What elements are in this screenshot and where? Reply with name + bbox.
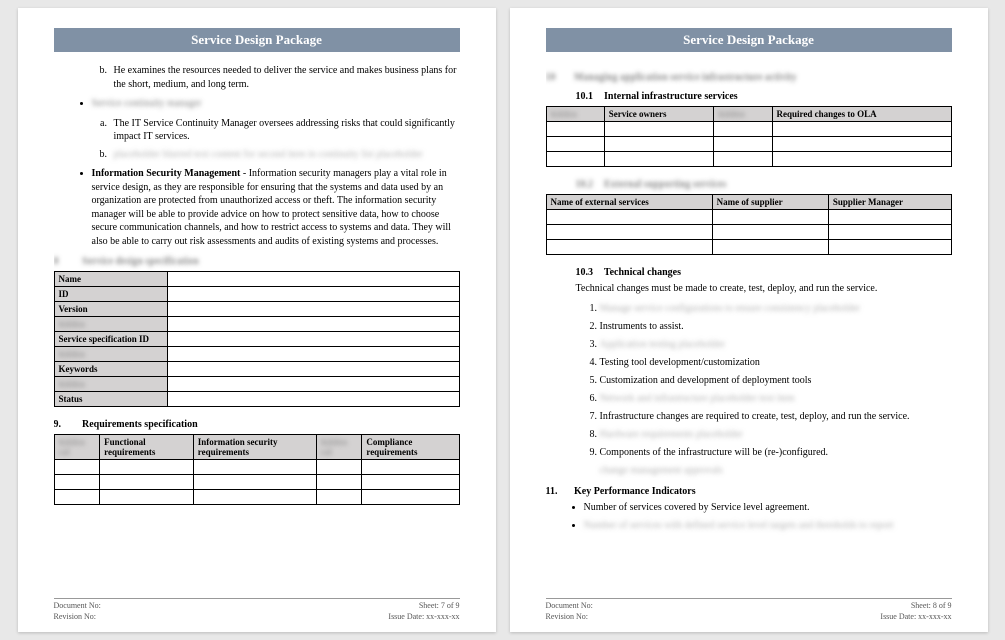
req-row [54, 475, 459, 490]
sec11-num: 11. [546, 486, 572, 497]
req-header-cell: Compliance requirements [362, 435, 459, 460]
bullet-blur: Service continuity manager [54, 97, 460, 111]
infra-header-row: hiddenService ownershiddenRequired chang… [546, 107, 951, 122]
ism-title: Information Security Management [92, 168, 241, 179]
infra-header-cell: Required changes to OLA [772, 107, 951, 122]
spec-row: Name [54, 272, 459, 287]
sec-10-2-heading: 10.2 External supporting services [546, 179, 952, 190]
page-footer: Document No: Revision No: Sheet: 7 of 9 … [54, 598, 460, 622]
infra-row [546, 152, 951, 167]
spec-table-body: NameIDVersionhiddenService specification… [54, 272, 459, 407]
sec-9-heading: 9. Requirements specification [54, 419, 460, 430]
sec10-3-intro: Technical changes must be made to create… [546, 282, 952, 296]
footer-revno: Revision No: [54, 612, 101, 622]
infra-header-cell: hidden [546, 107, 604, 122]
tech-item: Testing tool development/customization [600, 356, 952, 370]
sec10-3-title: Technical changes [604, 267, 681, 278]
ext-header-cell: Name of supplier [712, 195, 828, 210]
ism-item: Information Security Management - Inform… [92, 167, 460, 248]
item-a2: The IT Service Continuity Manager overse… [110, 117, 460, 144]
spec-table: NameIDVersionhiddenService specification… [54, 271, 460, 407]
list-top: He examines the resources needed to deli… [54, 64, 460, 91]
spec-row: hidden [54, 377, 459, 392]
footer-sheet: Sheet: 7 of 9 [388, 601, 459, 611]
item-b2-blur: placeholder blurred text content for sec… [114, 149, 423, 160]
sec10-2-title: External supporting services [604, 179, 726, 190]
spec-row: Version [54, 302, 459, 317]
footer-revno: Revision No: [546, 612, 593, 622]
page-7: Service Design Package He examines the r… [18, 8, 496, 632]
tech-item: Network and infrastructure placeholder t… [600, 392, 952, 406]
tech-item: Infrastructure changes are required to c… [600, 410, 952, 424]
sec10-1-num: 10.1 [576, 91, 602, 102]
ext-row [546, 240, 951, 255]
ext-row [546, 225, 951, 240]
tech-item: Hardware requirements placeholder [600, 428, 952, 442]
sec10-title: Managing application service infrastruct… [574, 72, 797, 83]
page-8: Service Design Package 10 Managing appli… [510, 8, 988, 632]
technical-changes-list: Manage service configurations to ensure … [546, 302, 952, 460]
kpi-list: Number of services covered by Service le… [546, 501, 952, 532]
sec11-title: Key Performance Indicators [574, 486, 696, 497]
ism-body: - Information security managers play a v… [92, 168, 451, 247]
ext-header-cell: Supplier Manager [828, 195, 951, 210]
infra-table: hiddenService ownershiddenRequired chang… [546, 106, 952, 167]
sec-10-3-heading: 10.3 Technical changes [546, 267, 952, 278]
sec-8-heading: 8 Service design specification [54, 256, 460, 267]
requirements-table: hidden colFunctional requirementsInforma… [54, 434, 460, 505]
tech-item: Components of the infrastructure will be… [600, 446, 952, 460]
spec-row: Status [54, 392, 459, 407]
infra-header-cell: Service owners [604, 107, 713, 122]
ism-bullet: Information Security Management - Inform… [54, 167, 460, 248]
footer-docno: Document No: [546, 601, 593, 611]
list-continuity: The IT Service Continuity Manager overse… [54, 117, 460, 162]
tech-item: Customization and development of deploym… [600, 374, 952, 388]
spec-row: Keywords [54, 362, 459, 377]
infra-row [546, 137, 951, 152]
sec10-1-title: Internal infrastructure services [604, 91, 738, 102]
page-7-content: He examines the resources needed to deli… [54, 64, 460, 602]
req-header-row: hidden colFunctional requirementsInforma… [54, 435, 459, 460]
footer-issue: Issue Date: xx-xxx-xx [388, 612, 459, 622]
ext-header-cell: Name of external services [546, 195, 712, 210]
blur-bullet-text: Service continuity manager [92, 98, 202, 109]
page-footer: Document No: Revision No: Sheet: 8 of 9 … [546, 598, 952, 622]
item-b: He examines the resources needed to deli… [110, 64, 460, 91]
sec8-title: Service design specification [82, 256, 199, 267]
tech-item: Instruments to assist. [600, 320, 952, 334]
sec-10-1-heading: 10.1 Internal infrastructure services [546, 91, 952, 102]
spec-row: hidden [54, 317, 459, 332]
tech-item: Manage service configurations to ensure … [600, 302, 952, 316]
footer-sheet: Sheet: 8 of 9 [880, 601, 951, 611]
req-header-cell: hidden col [316, 435, 362, 460]
sec9-title: Requirements specification [82, 419, 198, 430]
req-header-cell: Information security requirements [193, 435, 316, 460]
tech-item: Application testing placeholder [600, 338, 952, 352]
infra-row [546, 122, 951, 137]
ext-header-row: Name of external servicesName of supplie… [546, 195, 951, 210]
sec-11-heading: 11. Key Performance Indicators [546, 486, 952, 497]
footer-issue: Issue Date: xx-xxx-xx [880, 612, 951, 622]
external-table: Name of external servicesName of supplie… [546, 194, 952, 255]
page-8-content: 10 Managing application service infrastr… [546, 64, 952, 602]
req-header-cell: Functional requirements [100, 435, 194, 460]
req-row [54, 460, 459, 475]
ext-row [546, 210, 951, 225]
req-row [54, 490, 459, 505]
spec-row: ID [54, 287, 459, 302]
sec-10-heading: 10 Managing application service infrastr… [546, 72, 952, 83]
req-header-cell: hidden col [54, 435, 100, 460]
kpi-item-blur: Number of services with defined service … [584, 520, 894, 531]
sec9-num: 9. [54, 419, 80, 430]
infra-header-cell: hidden [714, 107, 772, 122]
spec-row: hidden [54, 347, 459, 362]
tech-trail: change management approvals [546, 464, 952, 478]
kpi-item: Number of services covered by Service le… [584, 501, 952, 515]
sec10-3-num: 10.3 [576, 267, 602, 278]
page-header: Service Design Package [54, 28, 460, 52]
page-header: Service Design Package [546, 28, 952, 52]
footer-docno: Document No: [54, 601, 101, 611]
spec-row: Service specification ID [54, 332, 459, 347]
